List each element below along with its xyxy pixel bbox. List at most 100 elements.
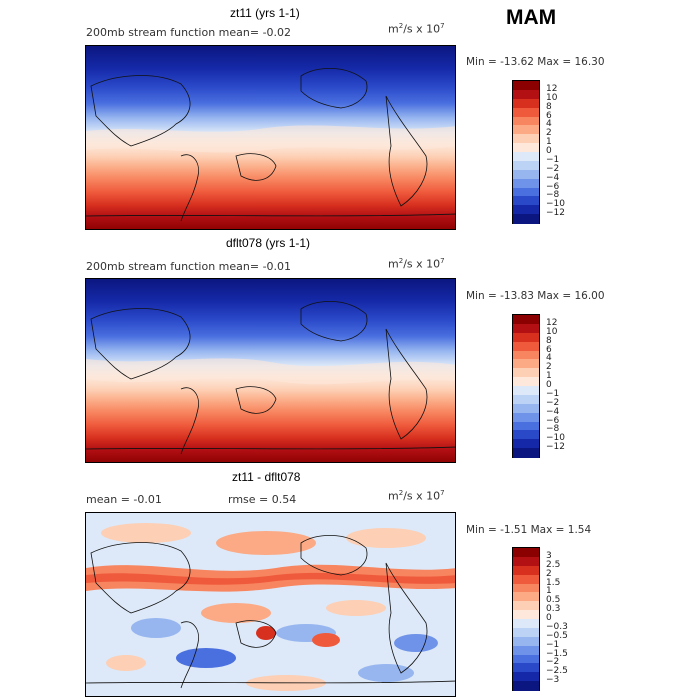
colorbar-swatch <box>513 98 539 109</box>
panel2-minmax: Min = -13.83 Max = 16.00 <box>466 290 605 302</box>
colorbar-swatch <box>513 143 539 153</box>
colorbar-tick-label: 2.5 <box>546 559 561 570</box>
colorbar-swatch <box>513 359 539 369</box>
panel1-units: m2/s x 107 <box>388 22 445 36</box>
colorbar-tick-label: 1 <box>546 371 552 382</box>
panel3-mean: mean = -0.01 <box>86 493 162 506</box>
colorbar-swatch <box>513 403 539 414</box>
colorbar-tick-label: −8 <box>546 190 560 201</box>
colorbar-swatch <box>513 610 539 620</box>
colorbar-tick-label: 2 <box>546 362 552 373</box>
panel2-title: dflt078 (yrs 1-1) <box>226 236 311 250</box>
colorbar-swatch <box>513 601 539 611</box>
colorbar-swatch <box>513 636 539 647</box>
colorbar-tick-label: −6 <box>546 415 560 426</box>
panel1-minmax: Min = -13.62 Max = 16.30 <box>466 56 605 68</box>
colorbar-swatch <box>513 89 539 100</box>
panel1-colorbar <box>512 80 540 224</box>
colorbar-swatch <box>513 152 539 162</box>
colorbar-swatch <box>513 574 539 584</box>
colorbar-tick-label: 12 <box>546 317 558 328</box>
colorbar-swatch <box>513 368 539 378</box>
colorbar-tick-label: 1 <box>546 586 552 597</box>
colorbar-swatch <box>513 214 539 224</box>
colorbar-swatch <box>513 619 539 629</box>
colorbar-swatch <box>513 592 539 602</box>
colorbar-tick-label: −1 <box>546 388 560 399</box>
colorbar-swatch <box>513 565 539 576</box>
colorbar-tick-label: 1 <box>546 137 552 148</box>
colorbar-swatch <box>513 421 539 431</box>
colorbar-tick-label: −0.5 <box>546 630 568 641</box>
colorbar-tick-label: −1 <box>546 639 560 650</box>
colorbar-swatch <box>513 627 539 638</box>
colorbar-tick-label: 12 <box>546 83 558 94</box>
colorbar-swatch <box>513 323 539 334</box>
colorbar-tick-label: 10 <box>546 326 558 337</box>
panel1-title: zt11 (yrs 1-1) <box>230 6 300 20</box>
colorbar-tick-label: −12 <box>546 208 565 219</box>
colorbar-tick-label: 4 <box>546 119 552 130</box>
panel2-coastlines <box>86 300 455 455</box>
colorbar-swatch <box>513 315 539 325</box>
colorbar-tick-label: −0.3 <box>546 621 568 632</box>
colorbar-swatch <box>513 394 539 405</box>
colorbar-swatch <box>513 187 539 197</box>
colorbar-tick-label: 3 <box>546 550 552 561</box>
panel1-map <box>85 45 456 230</box>
panel3-colorbar <box>512 547 540 691</box>
colorbar-swatch <box>513 107 539 117</box>
panel2-units: m2/s x 107 <box>388 257 445 271</box>
colorbar-tick-label: −1 <box>546 154 560 165</box>
colorbar-tick-label: −6 <box>546 181 560 192</box>
colorbar-tick-label: 0 <box>546 613 552 623</box>
colorbar-tick-label: 8 <box>546 335 552 346</box>
colorbar-tick-label: −2 <box>546 657 560 668</box>
colorbar-tick-label: −4 <box>546 406 560 417</box>
colorbar-swatch <box>513 81 539 91</box>
colorbar-tick-label: −2.5 <box>546 666 568 677</box>
colorbar-swatch <box>513 178 539 188</box>
colorbar-tick-label: 8 <box>546 101 552 112</box>
colorbar-swatch <box>513 448 539 458</box>
colorbar-tick-label: −3 <box>546 675 560 686</box>
colorbar-swatch <box>513 341 539 351</box>
colorbar-tick-label: −8 <box>546 424 560 435</box>
colorbar-swatch <box>513 386 539 396</box>
colorbar-swatch <box>513 134 539 144</box>
colorbar-swatch <box>513 125 539 135</box>
colorbar-tick-label: 4 <box>546 353 552 364</box>
panel3-title: zt11 - dflt078 <box>232 470 301 484</box>
colorbar-tick-label: 0 <box>546 146 552 156</box>
colorbar-swatch <box>513 350 539 360</box>
colorbar-tick-label: −10 <box>546 199 565 210</box>
panel2-map <box>85 278 456 463</box>
panel1-subtitle: 200mb stream function mean= -0.02 <box>86 26 292 39</box>
colorbar-swatch <box>513 556 539 567</box>
colorbar-tick-label: 2 <box>546 128 552 139</box>
panel3-rmse: rmse = 0.54 <box>228 493 297 506</box>
panel3-map <box>85 512 456 697</box>
panel2-subtitle: 200mb stream function mean= -0.01 <box>86 260 292 273</box>
colorbar-swatch <box>513 169 539 180</box>
colorbar-swatch <box>513 377 539 387</box>
colorbar-tick-label: 6 <box>546 110 552 121</box>
colorbar-swatch <box>513 548 539 558</box>
colorbar-swatch <box>513 681 539 691</box>
panel2-colorbar <box>512 314 540 458</box>
colorbar-tick-label: 6 <box>546 344 552 355</box>
colorbar-swatch <box>513 160 539 171</box>
colorbar-tick-label: 0.3 <box>546 604 561 615</box>
panel3-anomaly-blobs <box>86 523 455 691</box>
colorbar-swatch <box>513 439 539 449</box>
season-label: MAM <box>506 6 557 29</box>
colorbar-swatch <box>513 412 539 422</box>
colorbar-tick-label: −4 <box>546 172 560 183</box>
colorbar-swatch <box>513 430 539 440</box>
colorbar-tick-label: −2 <box>546 163 560 174</box>
colorbar-swatch <box>513 205 539 215</box>
colorbar-swatch <box>513 196 539 206</box>
panel3-minmax: Min = -1.51 Max = 1.54 <box>466 524 592 536</box>
colorbar-tick-label: −12 <box>546 442 565 453</box>
panel3-units: m2/s x 107 <box>388 489 445 503</box>
